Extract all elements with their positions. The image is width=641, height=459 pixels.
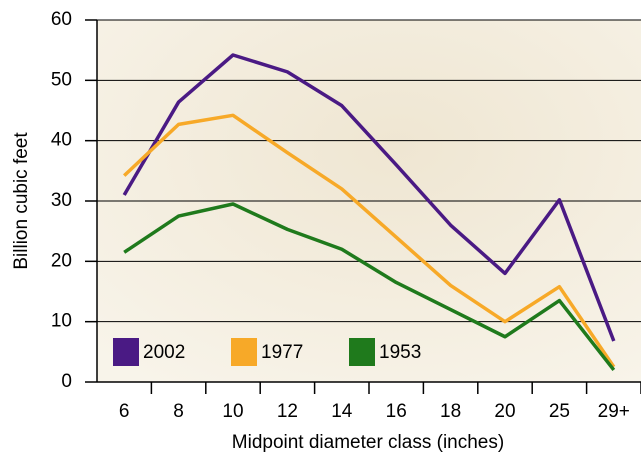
y-tick-label: 40 <box>51 130 72 151</box>
x-tick-label: 29+ <box>598 401 630 422</box>
x-tick-label: 12 <box>277 401 298 422</box>
x-tick-label: 16 <box>386 401 407 422</box>
legend-label: 2002 <box>143 342 185 363</box>
x-tick-label: 20 <box>494 401 515 422</box>
y-tick-label: 30 <box>51 190 72 211</box>
x-tick-label: 25 <box>549 401 570 422</box>
x-tick-label: 14 <box>331 401 353 422</box>
y-axis-label: Billion cubic feet <box>11 132 32 270</box>
y-tick-label: 0 <box>61 371 72 392</box>
x-tick-label: 18 <box>440 401 461 422</box>
x-tick-label: 10 <box>222 401 243 422</box>
y-tick-label: 50 <box>51 69 72 90</box>
legend-swatch <box>349 338 375 366</box>
legend-swatch <box>231 338 257 366</box>
legend-label: 1977 <box>261 342 303 363</box>
y-tick-label: 60 <box>51 9 72 30</box>
series-line <box>123 202 616 372</box>
x-tick-label: 8 <box>173 401 184 422</box>
y-tick-label: 20 <box>51 250 72 271</box>
x-tick-label: 6 <box>119 401 130 422</box>
series-line <box>122 53 616 342</box>
y-tick-label: 10 <box>51 311 72 332</box>
series-line <box>122 113 616 368</box>
legend-swatch <box>113 338 139 366</box>
legend-label: 1953 <box>379 342 421 363</box>
x-axis-label: Midpoint diameter class (inches) <box>232 432 504 453</box>
